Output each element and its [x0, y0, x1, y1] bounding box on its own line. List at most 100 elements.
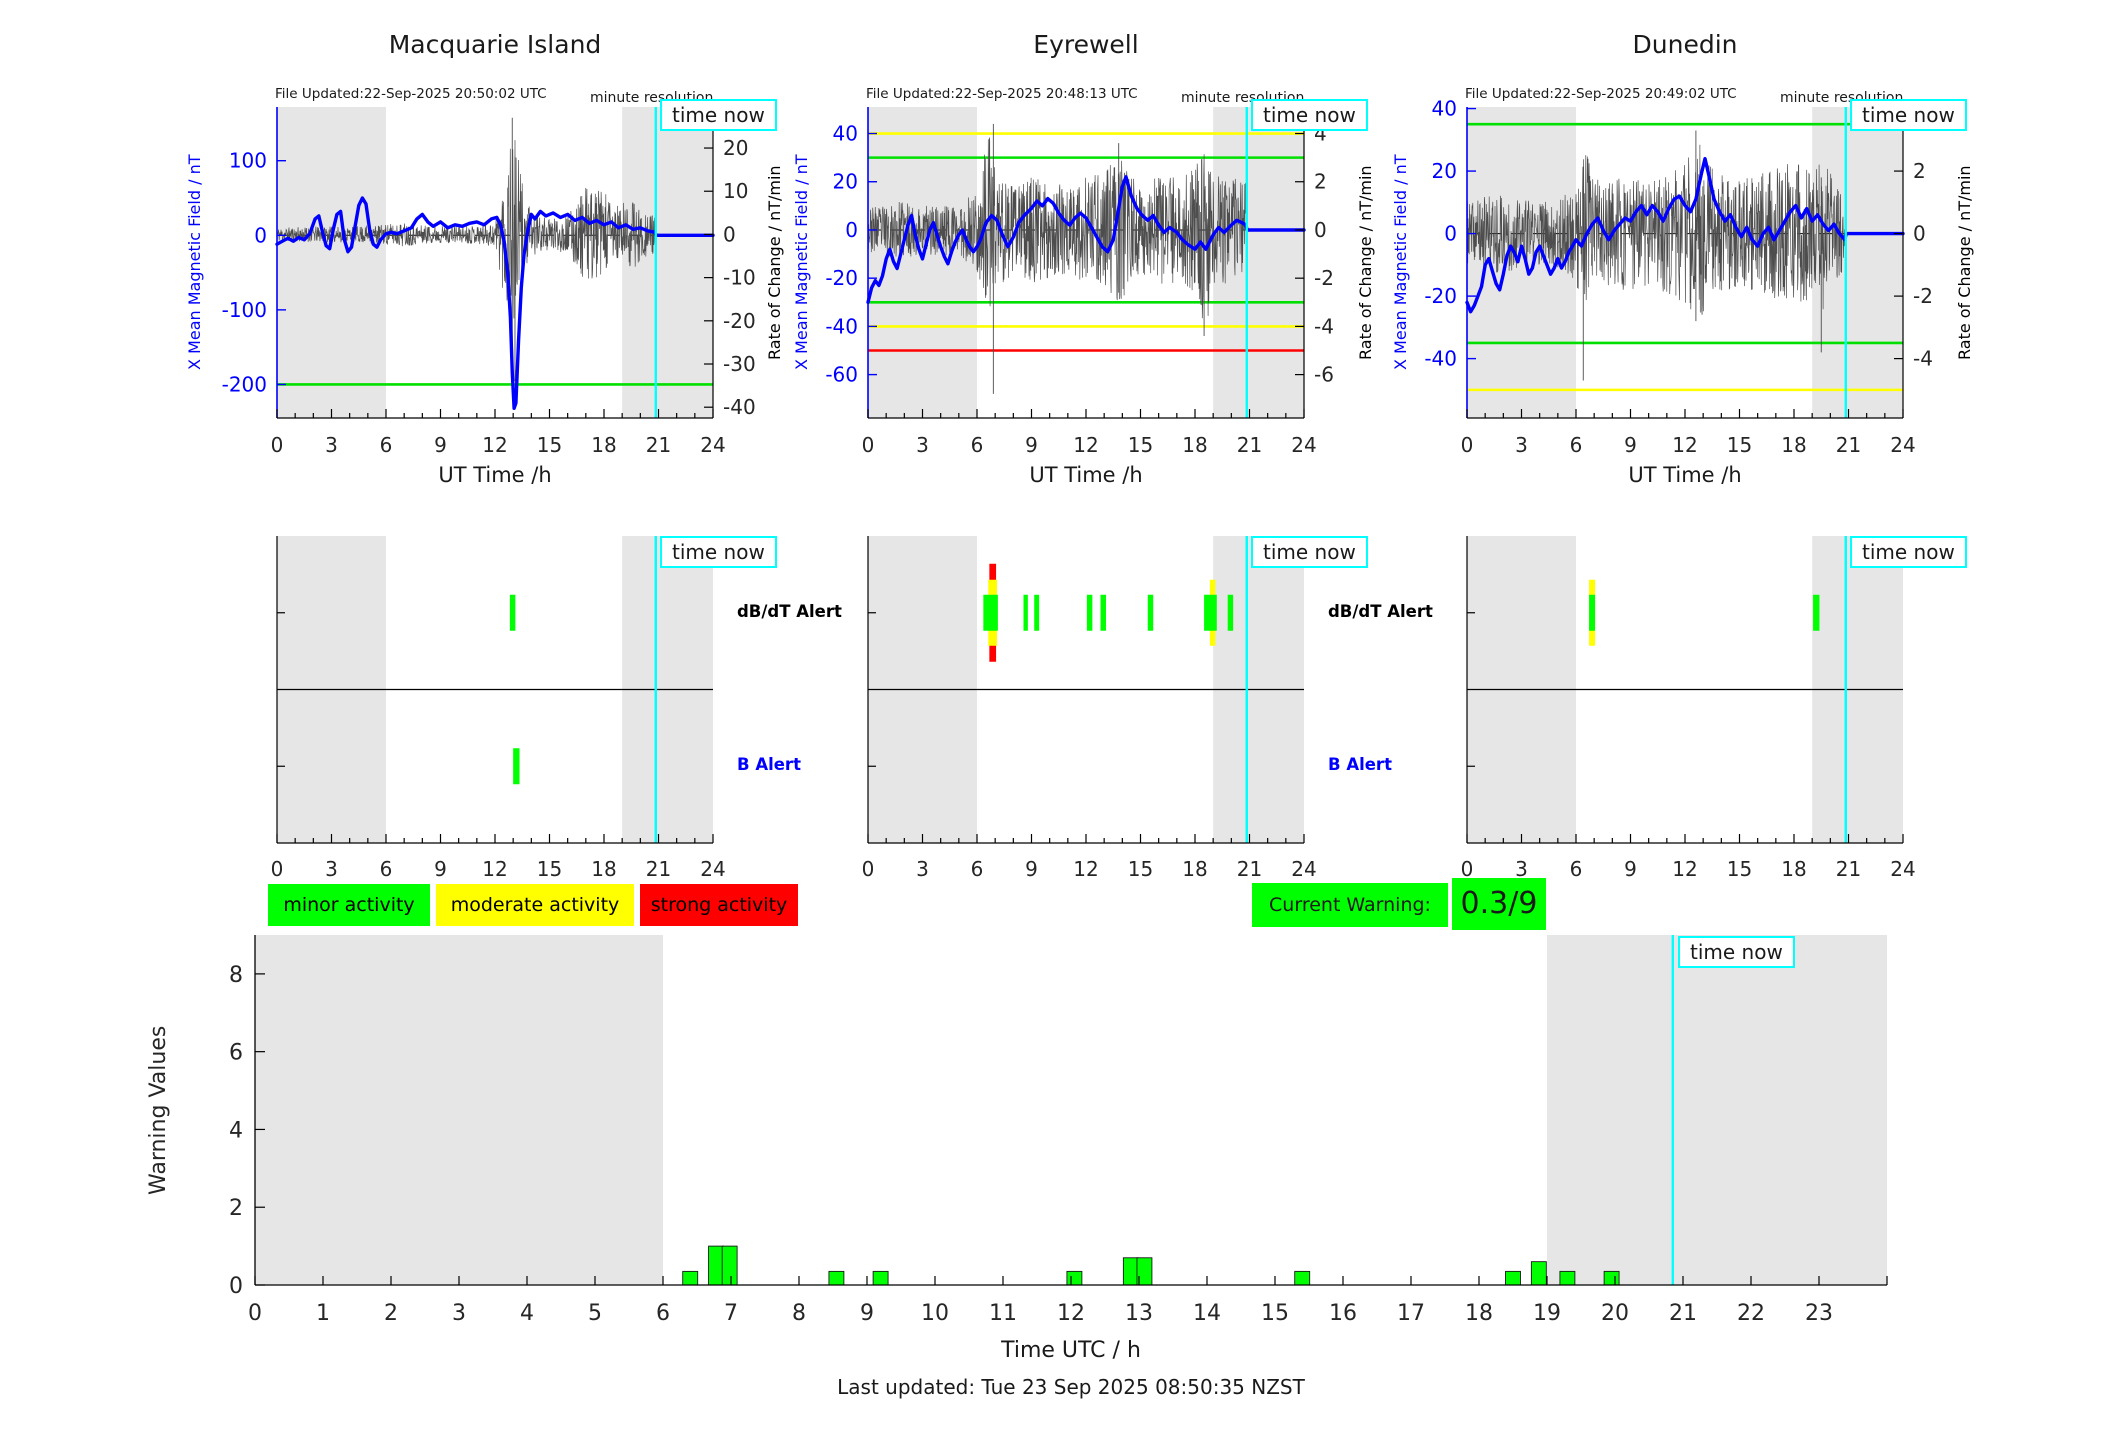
- alert-mark: [509, 594, 516, 631]
- bar-x-tick-label: 5: [588, 1301, 602, 1326]
- x-axis-label: UT Time /h: [1628, 463, 1742, 487]
- alert-x-tick-label: 6: [380, 857, 393, 881]
- alert-x-tick-label: 18: [1781, 857, 1806, 881]
- legend-moderate-activity: moderate activity: [436, 884, 634, 926]
- alert-x-tick-label: 6: [1570, 857, 1583, 881]
- x-tick-label: 0: [1461, 433, 1474, 457]
- alert-mark: [513, 748, 520, 785]
- legend-minor-activity: minor activity: [268, 884, 430, 926]
- bar-x-tick-label: 0: [248, 1301, 262, 1326]
- b-alert-label: B Alert: [1328, 755, 1392, 774]
- warning-value-bar: [1530, 1261, 1547, 1286]
- mean-field-trace: [866, 175, 1306, 304]
- alert-x-tick-label: 9: [1025, 857, 1038, 881]
- x-tick-label: 6: [1570, 433, 1583, 457]
- time-now-box-alert: time now: [1251, 536, 1368, 568]
- bar-x-tick-label: 3: [452, 1301, 466, 1326]
- station-title: Macquarie Island: [388, 30, 602, 59]
- station-title: Dunedin: [1632, 30, 1738, 59]
- right-tick-label: -2: [1913, 284, 1933, 308]
- warning-value-bar: [1603, 1270, 1620, 1286]
- dbdt-alert-label: dB/dT Alert: [1328, 602, 1433, 621]
- alert-x-tick-label: 9: [434, 857, 447, 881]
- right-tick-label: 0: [723, 222, 736, 246]
- b-alert-label: B Alert: [737, 755, 801, 774]
- right-tick-label: -20: [723, 309, 756, 333]
- night-shading-band: [1213, 107, 1304, 418]
- x-tick-label: 15: [1727, 433, 1752, 457]
- time-now-box: time now: [660, 99, 777, 131]
- right-tick-label: 10: [723, 179, 748, 203]
- left-tick-label: -40: [825, 314, 858, 338]
- rate-of-change-trace: [867, 137, 1247, 319]
- right-axis-label: Rate of Change / nT/min: [1955, 165, 1974, 360]
- left-axis-label: X Mean Magnetic Field / nT: [792, 154, 811, 371]
- alert-mark: [1086, 594, 1093, 631]
- x-tick-label: 0: [862, 433, 875, 457]
- x-tick-label: 24: [1291, 433, 1316, 457]
- time-now-box-alert: time now: [1850, 536, 1967, 568]
- left-axis-label: X Mean Magnetic Field / nT: [1391, 154, 1410, 371]
- last-updated-text: Last updated: Tue 23 Sep 2025 08:50:35 N…: [837, 1375, 1305, 1399]
- alert-x-tick-label: 12: [1672, 857, 1697, 881]
- alert-mark: [1100, 594, 1106, 631]
- bar-x-tick-label: 2: [384, 1301, 398, 1326]
- current-warning-label: Current Warning:: [1252, 883, 1448, 927]
- alert-x-tick-label: 24: [700, 857, 725, 881]
- bar-x-tick-label: 1: [316, 1301, 330, 1326]
- alert-x-tick-label: 21: [1237, 857, 1262, 881]
- bar-x-tick-label: 21: [1669, 1301, 1697, 1326]
- bar-x-tick-label: 6: [656, 1301, 670, 1326]
- time-now-box: time now: [1251, 99, 1368, 131]
- alert-x-tick-label: 3: [325, 857, 338, 881]
- right-tick-label: 0: [1913, 222, 1926, 246]
- night-shading-band: [1547, 935, 1887, 1285]
- alert-x-tick-label: 12: [482, 857, 507, 881]
- right-tick-label: -4: [1314, 314, 1334, 338]
- alert-x-tick-label: 21: [646, 857, 671, 881]
- alert-x-tick-label: 24: [1291, 857, 1316, 881]
- warning-value-bar: [872, 1270, 889, 1286]
- bar-y-tick-label: 8: [229, 963, 243, 988]
- left-tick-label: -60: [825, 363, 858, 387]
- alert-mark: [983, 594, 998, 631]
- left-tick-label: -20: [1424, 284, 1457, 308]
- left-tick-label: 40: [833, 122, 858, 146]
- right-tick-label: -10: [723, 266, 756, 290]
- alert-mark: [1147, 594, 1154, 631]
- alert-x-tick-label: 18: [591, 857, 616, 881]
- bar-y-tick-label: 0: [229, 1274, 243, 1299]
- left-axis-label: X Mean Magnetic Field / nT: [185, 154, 204, 371]
- bar-x-tick-label: 4: [520, 1301, 534, 1326]
- warning-value-bar: [1066, 1270, 1083, 1286]
- left-tick-label: 20: [1432, 159, 1457, 183]
- warning-value-bar: [828, 1270, 845, 1286]
- right-axis-label: Rate of Change / nT/min: [765, 165, 784, 360]
- x-tick-label: 6: [380, 433, 393, 457]
- time-now-box-alert: time now: [660, 536, 777, 568]
- bar-x-tick-label: 18: [1465, 1301, 1493, 1326]
- alert-x-tick-label: 15: [1727, 857, 1752, 881]
- alert-x-tick-label: 3: [1515, 857, 1528, 881]
- alert-x-tick-label: 0: [271, 857, 284, 881]
- file-updated-text: File Updated:22-Sep-2025 20:48:13 UTC: [866, 86, 1138, 102]
- x-tick-label: 18: [1182, 433, 1207, 457]
- bar-x-tick-label: 20: [1601, 1301, 1629, 1326]
- alert-x-tick-label: 12: [1073, 857, 1098, 881]
- right-tick-label: 2: [1314, 170, 1327, 194]
- bar-y-tick-label: 2: [229, 1196, 243, 1221]
- x-tick-label: 24: [1890, 433, 1915, 457]
- x-tick-label: 0: [271, 433, 284, 457]
- night-shading-band: [1812, 107, 1903, 418]
- night-shading-band: [622, 107, 713, 418]
- time-now-box: time now: [1850, 99, 1967, 131]
- x-tick-label: 9: [1624, 433, 1637, 457]
- bar-x-tick-label: 14: [1193, 1301, 1221, 1326]
- bar-x-tick-label: 8: [792, 1301, 806, 1326]
- left-tick-label: 0: [845, 218, 858, 242]
- alert-x-tick-label: 3: [916, 857, 929, 881]
- right-axis-label: Rate of Change / nT/min: [1356, 165, 1375, 360]
- x-tick-label: 24: [700, 433, 725, 457]
- alert-x-tick-label: 15: [537, 857, 562, 881]
